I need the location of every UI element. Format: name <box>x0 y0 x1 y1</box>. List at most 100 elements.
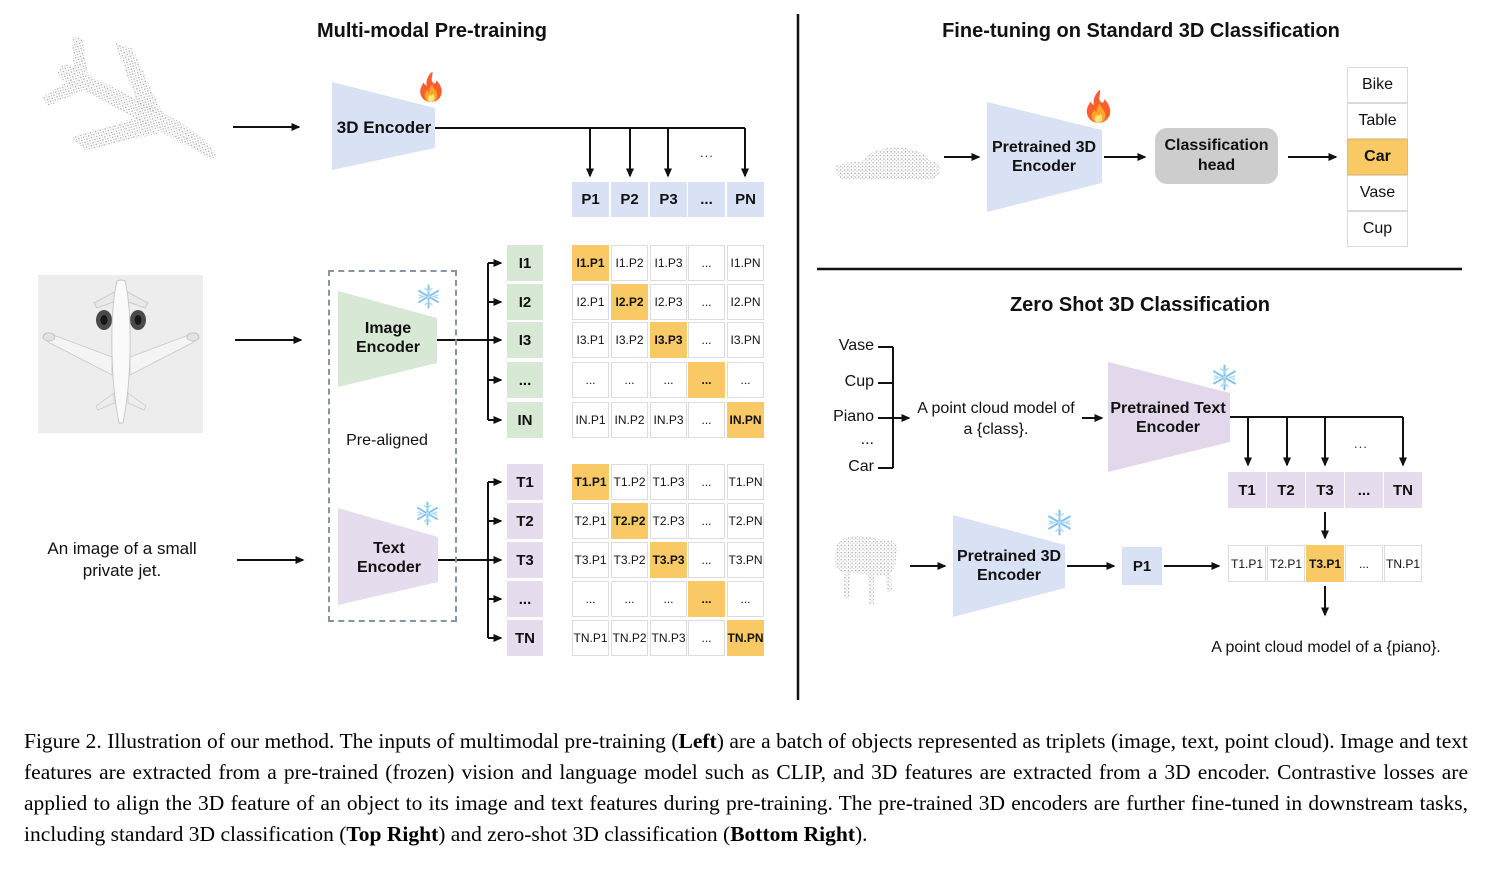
text-input-line1: An image of a small <box>47 539 197 558</box>
tp-matrix-cell: ... <box>727 581 764 617</box>
class-prompt-line1: A point cloud model of <box>917 400 1075 417</box>
finetune-panel-title: Fine-tuning on Standard 3D Classificatio… <box>942 20 1340 42</box>
zeroshot-similarity-cell: ... <box>1345 545 1383 582</box>
image-feature-cell: I1 <box>507 245 543 281</box>
class-list-cell: Bike <box>1347 67 1408 103</box>
classification-head-box: Classification head <box>1155 128 1278 184</box>
class-list-cell: Vase <box>1347 175 1408 211</box>
caption-segment: ). <box>855 822 868 846</box>
text-feature-cell: ... <box>507 581 543 617</box>
zeroshot-3d-encoder-shape <box>953 515 1065 617</box>
tp-matrix-cell: ... <box>688 620 725 656</box>
zeroshot-class-label: Car <box>848 458 874 475</box>
tp-matrix-cell: T2.P1 <box>572 503 609 539</box>
tp-matrix-cell: T3.P2 <box>611 542 648 578</box>
ip-matrix-cell: I3.PN <box>727 322 764 358</box>
ip-matrix-cell: ... <box>688 245 725 281</box>
text-input-line2: private jet. <box>82 561 162 580</box>
text-feature-cell: T3 <box>507 542 543 578</box>
text-feature-cell: T2 <box>507 503 543 539</box>
text-input-caption: An image of a small private jet. <box>47 538 196 582</box>
zeroshot-similarity-cell: TN.P1 <box>1384 545 1422 582</box>
ip-matrix-cell: ... <box>727 362 764 398</box>
class-prompt-text: A point cloud model of a {class}. <box>917 398 1074 440</box>
class-prompt-line2: a {class}. <box>963 421 1029 438</box>
tp-matrix-cell: T1.PN <box>727 464 764 500</box>
ip-matrix-cell: I2.P2 <box>611 284 648 320</box>
ip-matrix-cell: I1.P3 <box>650 245 687 281</box>
piano-point-cloud <box>834 535 898 604</box>
tp-matrix-cell: TN.P2 <box>611 620 648 656</box>
tp-matrix-cell: ... <box>688 542 725 578</box>
ip-matrix-cell: IN.PN <box>727 402 764 438</box>
ip-matrix-cell: I3.P2 <box>611 322 648 358</box>
text-feature-cell: T1 <box>507 464 543 500</box>
zeroshot-class-label: ... <box>860 431 874 448</box>
zeroshot-similarity-cell: T1.P1 <box>1228 545 1266 582</box>
figure-caption: Figure 2. Illustration of our method. Th… <box>24 726 1468 850</box>
ip-matrix-cell: ... <box>688 322 725 358</box>
class-list-cell: Table <box>1347 103 1408 139</box>
p-drop-ellipsis: ... <box>700 145 714 160</box>
class-list-cell: Car <box>1347 139 1408 175</box>
image-feature-cell: I3 <box>507 322 543 358</box>
class-list-cell: Cup <box>1347 211 1408 247</box>
tp-matrix-cell: T3.P3 <box>650 542 687 578</box>
image-feature-cell: I2 <box>507 284 543 320</box>
caption-segment: ) are a batch of objects represented as … <box>24 729 1468 846</box>
tp-matrix-cell: TN.P1 <box>572 620 609 656</box>
tp-matrix-cell: T2.P2 <box>611 503 648 539</box>
zeroshot-3d-encoder-line1: Pretrained 3D <box>956 548 1062 565</box>
car-point-cloud <box>835 147 941 180</box>
ip-matrix-cell: IN.P3 <box>650 402 687 438</box>
pre-aligned-box <box>328 270 457 622</box>
pretrained-3d-encoder-line2: Encoder <box>1011 158 1077 175</box>
pretrained-text-encoder-line1: Pretrained Text <box>1110 400 1226 417</box>
zeroshot-similarity-cell: T2.P1 <box>1267 545 1305 582</box>
zeroshot-similarity-cell: T3.P1 <box>1306 545 1344 582</box>
pretrained-3d-encoder-shape <box>987 102 1102 212</box>
p-feature-cell: P3 <box>650 182 687 217</box>
text-encoder-label: Text Encoder <box>357 539 421 577</box>
tp-matrix-cell: T1.P3 <box>650 464 687 500</box>
ip-matrix-cell: I3.P1 <box>572 322 609 358</box>
pretrained-text-encoder-label: Pretrained Text Encoder <box>1110 399 1225 437</box>
zeroshot-t-cell: TN <box>1384 472 1422 508</box>
classification-head-line2: head <box>1197 157 1236 174</box>
airplane-photo <box>38 275 203 433</box>
p-feature-cell: P2 <box>611 182 648 217</box>
zeroshot-t-cell: ... <box>1345 472 1383 508</box>
left-panel-title: Multi-modal Pre-training <box>317 20 547 42</box>
zeroshot-class-label: Cup <box>844 373 874 390</box>
image-encoder-label: Image Encoder <box>356 319 420 357</box>
classification-head-line1: Classification <box>1164 137 1269 154</box>
zeroshot-panel-title: Zero Shot 3D Classification <box>1009 294 1271 316</box>
ip-matrix-cell: ... <box>688 362 725 398</box>
pretrained-text-encoder-line2: Encoder <box>1135 419 1201 436</box>
tp-matrix-cell: T3.PN <box>727 542 764 578</box>
t-drop-ellipsis: ... <box>1354 436 1368 451</box>
snowflake-icon <box>1213 364 1236 391</box>
tp-matrix-cell: TN.P3 <box>650 620 687 656</box>
ip-matrix-cell: ... <box>688 284 725 320</box>
zeroshot-class-label: Piano <box>833 408 874 425</box>
image-encoder-label-line1: Image <box>364 320 412 337</box>
tp-matrix-cell: ... <box>688 464 725 500</box>
ip-matrix-cell: ... <box>688 402 725 438</box>
snowflake-icon <box>1048 509 1071 536</box>
flame-icon <box>420 71 442 103</box>
ip-matrix-cell: ... <box>611 362 648 398</box>
image-encoder-shape <box>338 291 437 387</box>
tp-matrix-cell: ... <box>611 581 648 617</box>
zeroshot-class-label: Vase <box>838 337 874 354</box>
ip-matrix-cell: I3.P3 <box>650 322 687 358</box>
zeroshot-t-cell: T2 <box>1267 472 1305 508</box>
connector-arrows <box>233 123 1407 642</box>
ip-matrix-cell: I1.P2 <box>611 245 648 281</box>
caption-segment: ) and zero-shot 3D classification ( <box>438 822 731 846</box>
p-feature-cell: P1 <box>572 182 609 217</box>
zeroshot-p1-cell: P1 <box>1122 547 1162 585</box>
pretrained-3d-encoder-label: Pretrained 3D Encoder <box>992 138 1096 176</box>
pretrained-3d-encoder-line1: Pretrained 3D <box>991 139 1097 156</box>
p-feature-cell: ... <box>688 182 725 217</box>
